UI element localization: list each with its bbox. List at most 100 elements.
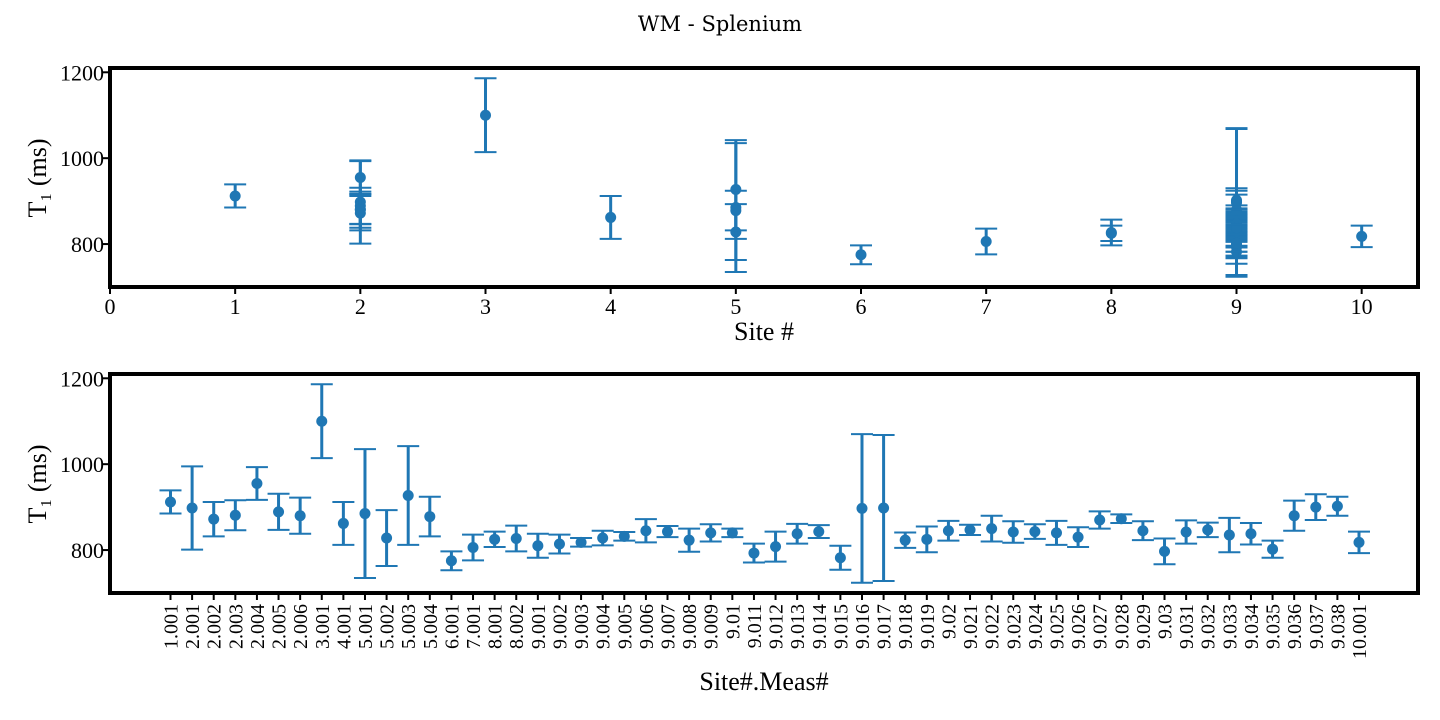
top-y-axis-label: T₁ (ms) [23, 138, 52, 217]
data-point [510, 532, 522, 544]
data-point [683, 534, 695, 546]
top-x-axis-label: Site # [734, 317, 794, 346]
data-point [618, 530, 630, 542]
x-tick-label: 9 [1231, 294, 1242, 319]
x-tick-label: 9.024 [1025, 604, 1047, 649]
data-point [1105, 226, 1117, 238]
x-tick-label: 9.03 [1155, 604, 1177, 639]
top-data-marks [224, 77, 1373, 278]
data-point [855, 249, 867, 261]
x-tick-label: 9.001 [528, 604, 550, 649]
top-y-ticks: 800 1000 1200 [60, 60, 110, 257]
bottom-y-axis-label: T₁ (ms) [23, 444, 52, 523]
x-tick-label: 9.022 [982, 604, 1004, 649]
data-point [1356, 230, 1368, 242]
x-tick-label: 9.035 [1263, 604, 1285, 649]
x-tick-label: 9.008 [679, 604, 701, 649]
x-tick-label: 9.036 [1284, 604, 1306, 649]
data-point [1267, 543, 1279, 555]
data-point [921, 533, 933, 545]
data-point [1310, 501, 1322, 513]
data-point [640, 525, 652, 537]
data-point [597, 532, 609, 544]
bottom-data-marks [159, 383, 1370, 584]
x-tick-label: 2.002 [204, 604, 226, 649]
data-point [1115, 513, 1127, 525]
x-tick-label: 9.011 [744, 604, 766, 648]
bottom-y-ticks: 800 1000 1200 [60, 366, 110, 563]
data-point [1202, 524, 1214, 536]
x-tick-label: 9.038 [1327, 604, 1349, 649]
data-point [1353, 536, 1365, 548]
data-point [1223, 529, 1235, 541]
x-tick-label: 3.001 [312, 604, 334, 649]
data-point [813, 526, 825, 538]
data-point [605, 211, 617, 223]
x-tick-label: 9.01 [722, 604, 744, 639]
data-point [1137, 525, 1149, 537]
data-point [986, 523, 998, 535]
x-tick-label: 8.001 [485, 604, 507, 649]
data-point [705, 527, 717, 539]
data-point [1288, 510, 1300, 522]
x-tick-label: 9.015 [830, 604, 852, 649]
x-tick-label: 9.017 [874, 604, 896, 649]
x-tick-label: 9.02 [938, 604, 960, 639]
x-tick-label: 9.012 [766, 604, 788, 649]
x-tick-label: 7 [981, 294, 992, 319]
top-plot-frame [108, 66, 1420, 289]
data-point [381, 532, 393, 544]
data-point [834, 552, 846, 564]
data-point [899, 534, 911, 546]
data-point [575, 536, 587, 548]
data-point [251, 478, 263, 489]
data-point [424, 511, 436, 523]
x-tick-label: 9.023 [1003, 604, 1025, 649]
x-tick-label: 1 [230, 294, 241, 319]
data-point [316, 415, 328, 427]
bottom-plot-frame [108, 372, 1420, 595]
data-point [1180, 526, 1192, 538]
y-tick-label: 1200 [60, 60, 104, 85]
data-point [942, 525, 954, 537]
top-x-ticks: 0 1 2 3 4 5 6 7 8 9 10 [105, 287, 1373, 319]
data-point [229, 190, 241, 202]
x-tick-label: 9.021 [960, 604, 982, 649]
x-tick-label: 0 [105, 294, 116, 319]
data-point [856, 502, 868, 514]
x-tick-label: 9.002 [549, 604, 571, 649]
x-tick-label: 8.002 [506, 604, 528, 649]
x-tick-label: 9.007 [658, 604, 680, 649]
x-tick-label: 5.003 [398, 604, 420, 649]
x-tick-label: 9.018 [895, 604, 917, 649]
top-panel: 800 1000 1200 0 1 2 3 4 5 6 7 8 9 10 Site # T₁ (ms) [23, 60, 1420, 346]
x-tick-label: 4.001 [333, 604, 355, 649]
x-tick-label: 9.009 [701, 604, 723, 649]
data-point [726, 527, 738, 539]
data-point [165, 496, 176, 508]
x-tick-label: 2.003 [225, 604, 247, 649]
data-point [1029, 526, 1041, 538]
x-tick-label: 5.002 [377, 604, 399, 649]
x-tick-label: 9.031 [1176, 604, 1198, 649]
data-point [208, 513, 220, 525]
data-point [532, 540, 544, 552]
x-tick-label: 2.004 [247, 604, 269, 649]
x-tick-label: 9.037 [1306, 604, 1328, 649]
data-point [186, 502, 198, 514]
x-tick-label: 2.006 [290, 604, 312, 649]
x-tick-label: 9.034 [1241, 604, 1263, 649]
x-tick-label: 10 [1351, 294, 1373, 319]
data-point [878, 502, 890, 514]
data-point [273, 506, 285, 518]
bottom-x-ticks: 1.001 2.001 2.002 2.003 2.004 2.005 2.006 3.001… [161, 593, 1371, 659]
data-point [553, 538, 565, 550]
bottom-x-axis-label: Site#.Meas# [699, 667, 828, 696]
data-point [748, 547, 760, 559]
data-point [294, 510, 306, 522]
x-tick-label: 9.026 [1068, 604, 1090, 649]
x-tick-label: 2 [355, 294, 366, 319]
data-point [964, 524, 976, 536]
x-tick-label: 9.027 [1090, 604, 1112, 649]
